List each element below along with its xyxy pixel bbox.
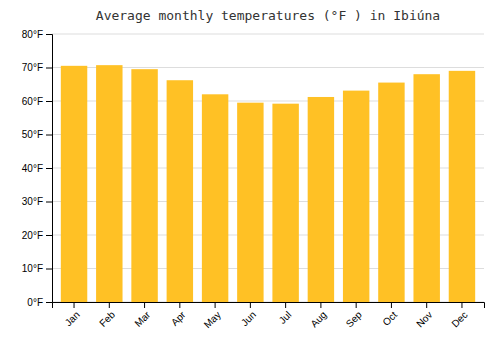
x-tick: May — [202, 302, 223, 330]
title: Average monthly temperatures (°F ) in Ib… — [96, 8, 440, 23]
y-tick: 40°F — [22, 163, 52, 174]
x-tick-mark — [426, 302, 427, 308]
bar — [449, 71, 475, 302]
x-tick-mark — [391, 302, 392, 308]
y-tick-mark — [46, 269, 52, 270]
y-tick-mark — [46, 101, 52, 102]
y-tick-label: 0°F — [27, 297, 43, 308]
x-tick-label: May — [202, 309, 223, 330]
x-tick-label: Sep — [344, 309, 365, 330]
x-tick-label: Mar — [132, 309, 152, 329]
bar — [378, 83, 404, 302]
bars — [61, 65, 475, 302]
x-tick-label: Aug — [308, 309, 328, 329]
bar — [61, 66, 87, 302]
x-tick: Jan — [63, 302, 82, 328]
y-tick-label: 30°F — [22, 196, 43, 207]
grid-line — [52, 34, 484, 35]
bar — [202, 94, 228, 302]
y-tick-label: 40°F — [22, 163, 43, 174]
bar — [131, 69, 157, 302]
y-tick-mark — [46, 202, 52, 203]
bar — [343, 91, 369, 302]
x-tick-label: Jan — [63, 309, 82, 328]
chart: 0°F 10°F 20°F 30°F 40°F 50°F 60°F 70°F 80°F Jan Fe… — [0, 0, 500, 350]
x-tick-label: Jul — [277, 309, 294, 326]
x-tick-mark — [215, 302, 216, 308]
x-tick-label: Jun — [239, 309, 258, 328]
bar — [308, 97, 334, 302]
y-tick: 0°F — [27, 297, 52, 308]
y-axis-line — [46, 35, 53, 303]
x-tick-mark — [461, 302, 462, 308]
x-tick-mark — [179, 302, 180, 308]
x-tick-mark — [109, 302, 110, 308]
y-tick-mark — [46, 68, 52, 69]
y-tick: 20°F — [22, 230, 52, 241]
x-tick: Jul — [277, 302, 294, 326]
x-tick-mark — [144, 302, 145, 308]
bar — [413, 74, 439, 302]
y-tick-label: 10°F — [22, 263, 43, 274]
x-tick-label: Dec — [449, 309, 469, 329]
y-tick: 10°F — [22, 263, 52, 274]
x-tick: Nov — [414, 302, 434, 329]
x-tick: Oct — [380, 302, 399, 328]
y-tick: 30°F — [22, 196, 52, 207]
x-tick: Mar — [132, 302, 152, 329]
x-tick-label: Feb — [97, 309, 117, 329]
y-tick-label: 70°F — [22, 62, 43, 73]
x-tick-mark — [356, 302, 357, 308]
y-tick-mark — [46, 34, 52, 35]
y-tick-mark — [46, 135, 52, 136]
x-tick-label: Nov — [414, 309, 434, 329]
y-tick: 50°F — [22, 129, 52, 140]
y-tick-mark — [46, 302, 52, 303]
y-tick: 80°F — [22, 29, 52, 40]
x-tick-mark — [74, 302, 75, 308]
y-tick-label: 20°F — [22, 230, 43, 241]
x-tick: Sep — [344, 302, 365, 329]
bar — [96, 65, 122, 302]
bar — [167, 80, 193, 302]
y-tick: 70°F — [22, 62, 52, 73]
y-tick: 60°F — [22, 96, 52, 107]
y-tick-mark — [46, 235, 52, 236]
x-tick-mark — [250, 302, 251, 308]
grid — [52, 34, 484, 302]
plot: 0°F 10°F 20°F 30°F 40°F 50°F 60°F 70°F 80°F Jan Fe… — [22, 29, 485, 331]
x-tick-label: Apr — [169, 309, 188, 328]
y-axis: 0°F 10°F 20°F 30°F 40°F 50°F 60°F 70°F 80°F — [22, 29, 53, 308]
bar — [272, 104, 298, 302]
x-axis-line — [53, 303, 485, 309]
y-tick-label: 50°F — [22, 129, 43, 140]
x-tick: Dec — [449, 302, 469, 329]
x-tick: Apr — [169, 302, 188, 328]
x-tick: Aug — [308, 302, 328, 329]
y-tick-label: 80°F — [22, 29, 43, 40]
x-tick: Jun — [239, 302, 258, 328]
x-tick-mark — [320, 302, 321, 308]
x-tick-mark — [285, 302, 286, 308]
y-tick-mark — [46, 168, 52, 169]
x-tick-label: Oct — [380, 309, 399, 328]
x-tick: Feb — [97, 302, 117, 329]
bar — [237, 103, 263, 302]
x-axis: Jan Feb Mar Apr May Jun Jul Aug Sep Oct Nov Dec — [53, 302, 485, 330]
y-tick-label: 60°F — [22, 96, 43, 107]
